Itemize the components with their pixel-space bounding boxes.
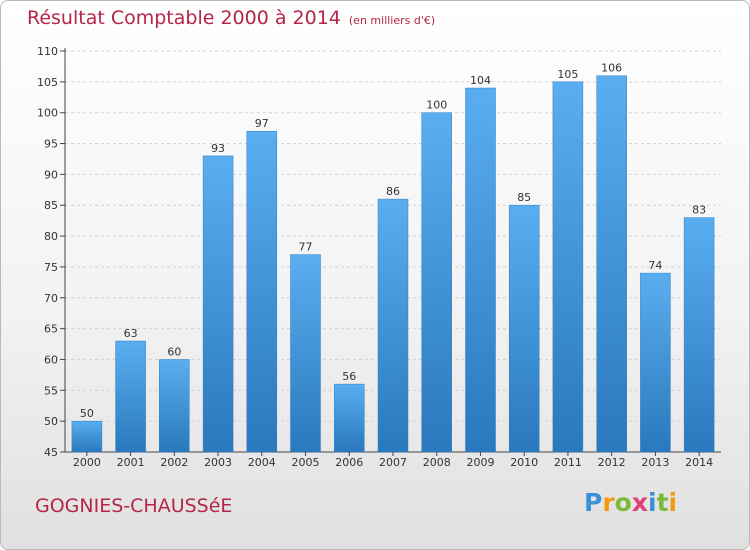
bar-2005 — [290, 254, 321, 453]
value-label-2010: 85 — [517, 191, 531, 204]
chart-title-line: Résultat Comptable 2000 à 2014 (en millie… — [27, 7, 435, 29]
logo-letter: i — [648, 488, 657, 517]
x-tick-label-2002: 2002 — [160, 456, 188, 469]
value-label-2001: 63 — [124, 327, 138, 340]
value-label-2000: 50 — [80, 407, 94, 420]
y-tick-label: 55 — [44, 384, 58, 397]
value-label-2011: 105 — [557, 68, 578, 81]
x-tick-label-2009: 2009 — [466, 456, 494, 469]
y-tick-label: 85 — [44, 199, 58, 212]
logo-letter: P — [584, 488, 603, 517]
y-tick-label: 60 — [44, 353, 58, 366]
bar-2004 — [246, 130, 278, 453]
x-tick-label-2013: 2013 — [641, 456, 669, 469]
proxiti-logo: Proxiti — [584, 488, 677, 517]
y-tick-label: 105 — [37, 76, 58, 89]
value-label-2005: 77 — [299, 241, 313, 254]
y-tick-label: 65 — [44, 323, 58, 336]
bar-2003 — [202, 155, 234, 453]
x-tick-label-2012: 2012 — [598, 456, 626, 469]
bar-2008 — [421, 112, 452, 453]
bar-2000 — [71, 420, 103, 453]
bar-2010 — [508, 204, 540, 453]
x-tick-label-2004: 2004 — [248, 456, 276, 469]
x-tick-label-2014: 2014 — [685, 456, 713, 469]
bar-2014 — [683, 217, 715, 453]
x-tick-label-2006: 2006 — [335, 456, 363, 469]
value-label-2003: 93 — [211, 142, 225, 155]
x-tick-label-2005: 2005 — [292, 456, 320, 469]
bar-2013 — [640, 272, 671, 453]
y-tick-label: 100 — [37, 107, 58, 120]
bar-2012 — [596, 75, 627, 453]
value-label-2002: 60 — [167, 346, 181, 359]
value-label-2008: 100 — [426, 99, 447, 112]
bar-2007 — [377, 198, 409, 453]
y-tick-label: 45 — [44, 446, 58, 459]
bar-2006 — [334, 383, 365, 453]
y-tick-label: 75 — [44, 261, 58, 274]
chart-title: Résultat Comptable 2000 à 2014 — [27, 7, 341, 29]
y-tick-label: 50 — [44, 415, 58, 428]
x-tick-label-2007: 2007 — [379, 456, 407, 469]
commune-name: GOGNIES-CHAUSSéE — [35, 495, 233, 517]
logo-letter: x — [631, 488, 648, 517]
x-tick-label-2008: 2008 — [423, 456, 451, 469]
x-tick-label-2001: 2001 — [117, 456, 145, 469]
bar-2002 — [159, 359, 190, 453]
y-tick-label: 110 — [37, 45, 58, 58]
value-label-2004: 97 — [255, 117, 269, 130]
logo-letter: i — [668, 488, 678, 517]
x-tick-label-2011: 2011 — [554, 456, 582, 469]
x-tick-label-2010: 2010 — [510, 456, 538, 469]
y-tick-label: 95 — [44, 138, 58, 151]
y-tick-label: 70 — [44, 292, 58, 305]
bar-2001 — [115, 340, 146, 453]
value-label-2012: 106 — [601, 62, 622, 75]
logo-letter: t — [656, 488, 669, 517]
logo-letter: o — [614, 488, 632, 517]
chart-subtitle: (en milliers d'€) — [348, 14, 436, 27]
value-label-2014: 83 — [692, 204, 706, 217]
y-tick-label: 90 — [44, 168, 58, 181]
value-label-2007: 86 — [386, 185, 400, 198]
value-label-2006: 56 — [342, 370, 356, 383]
bar-2009 — [465, 87, 496, 453]
value-label-2009: 104 — [470, 74, 491, 87]
bar-2011 — [552, 81, 584, 453]
x-tick-label-2000: 2000 — [73, 456, 101, 469]
y-tick-label: 80 — [44, 230, 58, 243]
value-label-2013: 74 — [648, 259, 662, 272]
x-tick-label-2003: 2003 — [204, 456, 232, 469]
logo-letter: r — [602, 488, 615, 517]
